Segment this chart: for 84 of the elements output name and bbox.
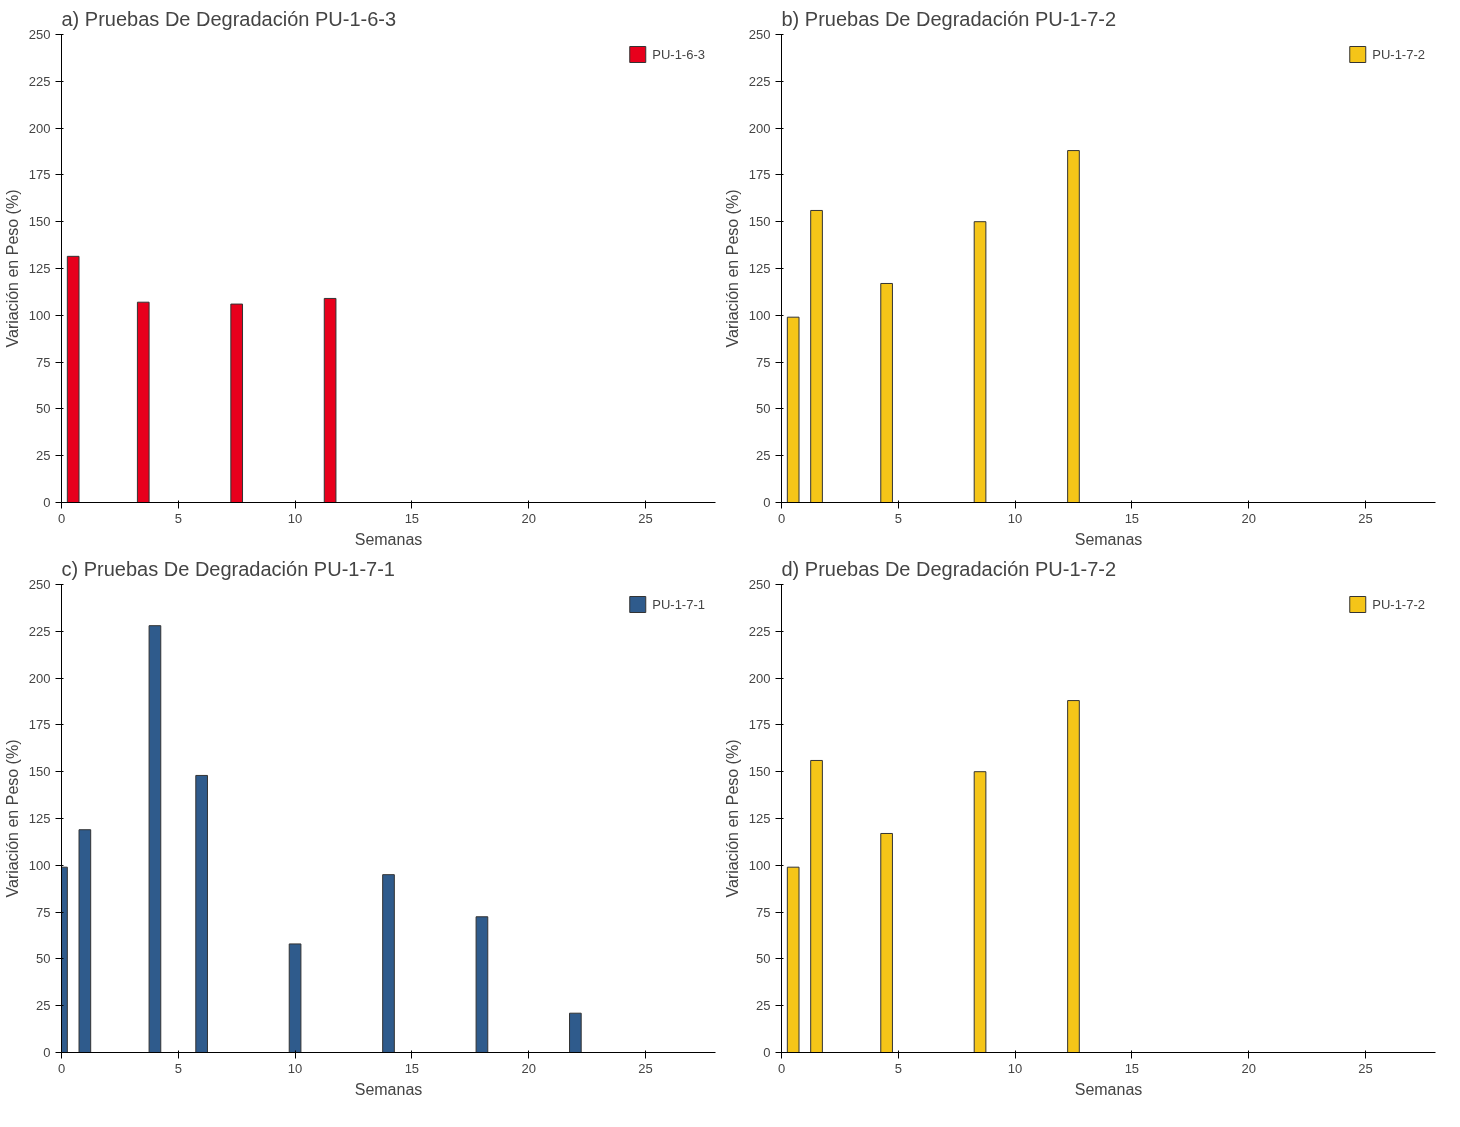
y-tick-label: 175 bbox=[748, 717, 771, 733]
x-tick-label: 15 bbox=[404, 1060, 420, 1076]
y-tick-label: 25 bbox=[36, 998, 51, 1014]
y-tick-label: 75 bbox=[36, 354, 51, 370]
y-tick-label: 225 bbox=[28, 623, 51, 639]
y-tick-label: 250 bbox=[28, 27, 51, 42]
y-tick-label: 25 bbox=[36, 448, 51, 464]
y-tick-label: 250 bbox=[748, 577, 771, 592]
y-tick-label: 150 bbox=[748, 764, 771, 780]
x-tick-label: 10 bbox=[1007, 510, 1023, 526]
chart-title: c) Pruebas De Degradación PU-1-7-1 bbox=[61, 557, 395, 580]
x-axis-title: Semanas bbox=[354, 1080, 423, 1098]
y-tick-label: 225 bbox=[28, 73, 51, 89]
y-tick-label: 225 bbox=[748, 623, 771, 639]
y-tick-label: 150 bbox=[28, 764, 51, 780]
x-tick-label: 10 bbox=[287, 510, 303, 526]
y-tick-label: 125 bbox=[748, 811, 771, 826]
chart-title: a) Pruebas De Degradación PU-1-6-3 bbox=[61, 7, 397, 30]
y-tick-label: 0 bbox=[763, 1045, 771, 1060]
y-tick-label: 125 bbox=[28, 811, 51, 826]
x-tick-label: 5 bbox=[894, 510, 902, 526]
y-tick-label: 25 bbox=[756, 448, 771, 464]
y-tick-label: 50 bbox=[36, 951, 51, 967]
x-tick-label: 0 bbox=[777, 510, 786, 526]
x-tick-label: 15 bbox=[1124, 1060, 1140, 1076]
x-tick-label: 25 bbox=[638, 510, 653, 526]
chart-title: b) Pruebas De Degradación PU-1-7-2 bbox=[781, 7, 1117, 30]
y-tick-label: 50 bbox=[756, 951, 771, 967]
legend-label: PU-1-7-1 bbox=[652, 596, 705, 612]
y-tick-label: 200 bbox=[748, 670, 771, 686]
y-tick-label: 0 bbox=[763, 495, 771, 510]
x-tick-label: 10 bbox=[287, 1060, 303, 1076]
chart-title: d) Pruebas De Degradación PU-1-7-2 bbox=[781, 557, 1117, 580]
y-tick-label: 50 bbox=[36, 401, 51, 417]
y-tick-label: 125 bbox=[748, 261, 771, 276]
y-axis-title: Variación en Peso (%) bbox=[723, 189, 741, 348]
x-tick-label: 25 bbox=[1358, 510, 1373, 526]
y-tick-label: 175 bbox=[28, 167, 51, 183]
x-axis-title: Semanas bbox=[1074, 530, 1143, 548]
y-tick-label: 100 bbox=[748, 307, 771, 323]
y-tick-label: 150 bbox=[28, 214, 51, 230]
x-tick-label: 20 bbox=[521, 1060, 536, 1076]
y-tick-label: 175 bbox=[28, 717, 51, 733]
y-tick-label: 75 bbox=[756, 904, 771, 920]
x-axis-title: Semanas bbox=[1074, 1080, 1143, 1098]
x-tick-label: 20 bbox=[1241, 1060, 1256, 1076]
y-tick-label: 200 bbox=[28, 120, 51, 136]
x-tick-label: 10 bbox=[1007, 1060, 1023, 1076]
y-tick-label: 200 bbox=[28, 670, 51, 686]
y-tick-label: 125 bbox=[28, 261, 51, 276]
y-axis-title: Variación en Peso (%) bbox=[723, 739, 741, 898]
x-tick-label: 15 bbox=[1124, 510, 1140, 526]
x-tick-label: 15 bbox=[404, 510, 420, 526]
x-tick-label: 5 bbox=[174, 1060, 182, 1076]
y-tick-label: 175 bbox=[748, 167, 771, 183]
x-tick-label: 5 bbox=[894, 1060, 902, 1076]
y-tick-label: 100 bbox=[28, 857, 51, 873]
legend-label: PU-1-7-2 bbox=[1372, 596, 1425, 612]
y-tick-label: 0 bbox=[43, 495, 51, 510]
legend-label: PU-1-6-3 bbox=[652, 46, 705, 62]
x-tick-label: 25 bbox=[638, 1060, 653, 1076]
x-tick-label: 20 bbox=[521, 510, 536, 526]
y-tick-label: 75 bbox=[36, 904, 51, 920]
y-tick-label: 250 bbox=[28, 577, 51, 592]
y-tick-label: 150 bbox=[748, 214, 771, 230]
x-tick-label: 20 bbox=[1241, 510, 1256, 526]
x-tick-label: 0 bbox=[57, 1060, 66, 1076]
legend-label: PU-1-7-2 bbox=[1372, 46, 1425, 62]
y-tick-label: 250 bbox=[748, 27, 771, 42]
y-tick-label: 200 bbox=[748, 120, 771, 136]
y-tick-label: 0 bbox=[43, 1045, 51, 1060]
y-tick-label: 25 bbox=[756, 998, 771, 1014]
y-tick-label: 75 bbox=[756, 354, 771, 370]
y-tick-label: 225 bbox=[748, 73, 771, 89]
x-tick-label: 25 bbox=[1358, 1060, 1373, 1076]
y-tick-label: 100 bbox=[748, 857, 771, 873]
x-tick-label: 0 bbox=[57, 510, 66, 526]
y-axis-title: Variación en Peso (%) bbox=[3, 189, 21, 348]
x-axis-title: Semanas bbox=[354, 530, 423, 548]
y-axis-title: Variación en Peso (%) bbox=[3, 739, 21, 898]
y-tick-label: 100 bbox=[28, 307, 51, 323]
x-tick-label: 0 bbox=[777, 1060, 786, 1076]
x-tick-label: 5 bbox=[174, 510, 182, 526]
y-tick-label: 50 bbox=[756, 401, 771, 417]
